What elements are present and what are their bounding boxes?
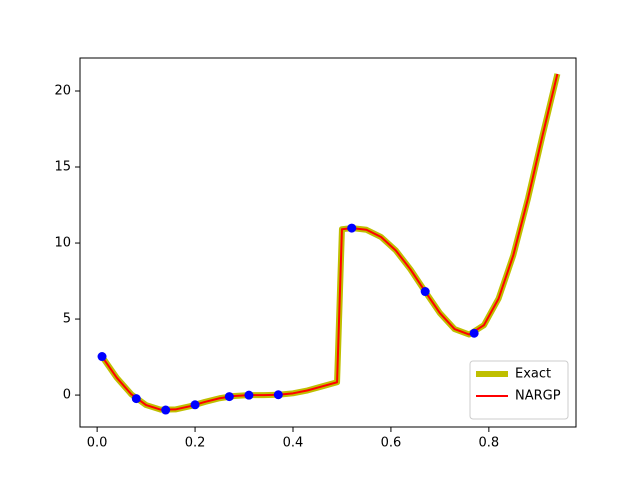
y-tick-label: 15: [54, 160, 71, 175]
x-tick-label: 0.6: [381, 436, 402, 451]
data-point: [469, 328, 479, 338]
x-tick-label: 0.4: [283, 436, 304, 451]
data-point: [244, 390, 254, 400]
data-point: [273, 390, 283, 400]
legend-label: NARGP: [515, 389, 561, 404]
data-point: [131, 394, 141, 404]
plot-frame: [79, 57, 577, 428]
y-tick-label: 5: [63, 312, 71, 327]
legend-label: Exact: [515, 367, 551, 382]
line-series: [101, 73, 559, 411]
legend: Exact NARGP: [469, 360, 569, 420]
data-point: [420, 287, 430, 297]
x-tick-label: 0.0: [87, 436, 108, 451]
data-point: [97, 352, 107, 362]
x-tick-label: 0.8: [479, 436, 500, 451]
data-point: [190, 400, 200, 410]
data-point: [347, 223, 357, 233]
data-point: [161, 405, 171, 415]
y-tick-label: 10: [54, 236, 71, 251]
y-tick-label: 20: [54, 83, 71, 98]
y-tick-label: 0: [63, 388, 71, 403]
data-point: [224, 392, 234, 402]
x-tick-label: 0.2: [185, 436, 206, 451]
